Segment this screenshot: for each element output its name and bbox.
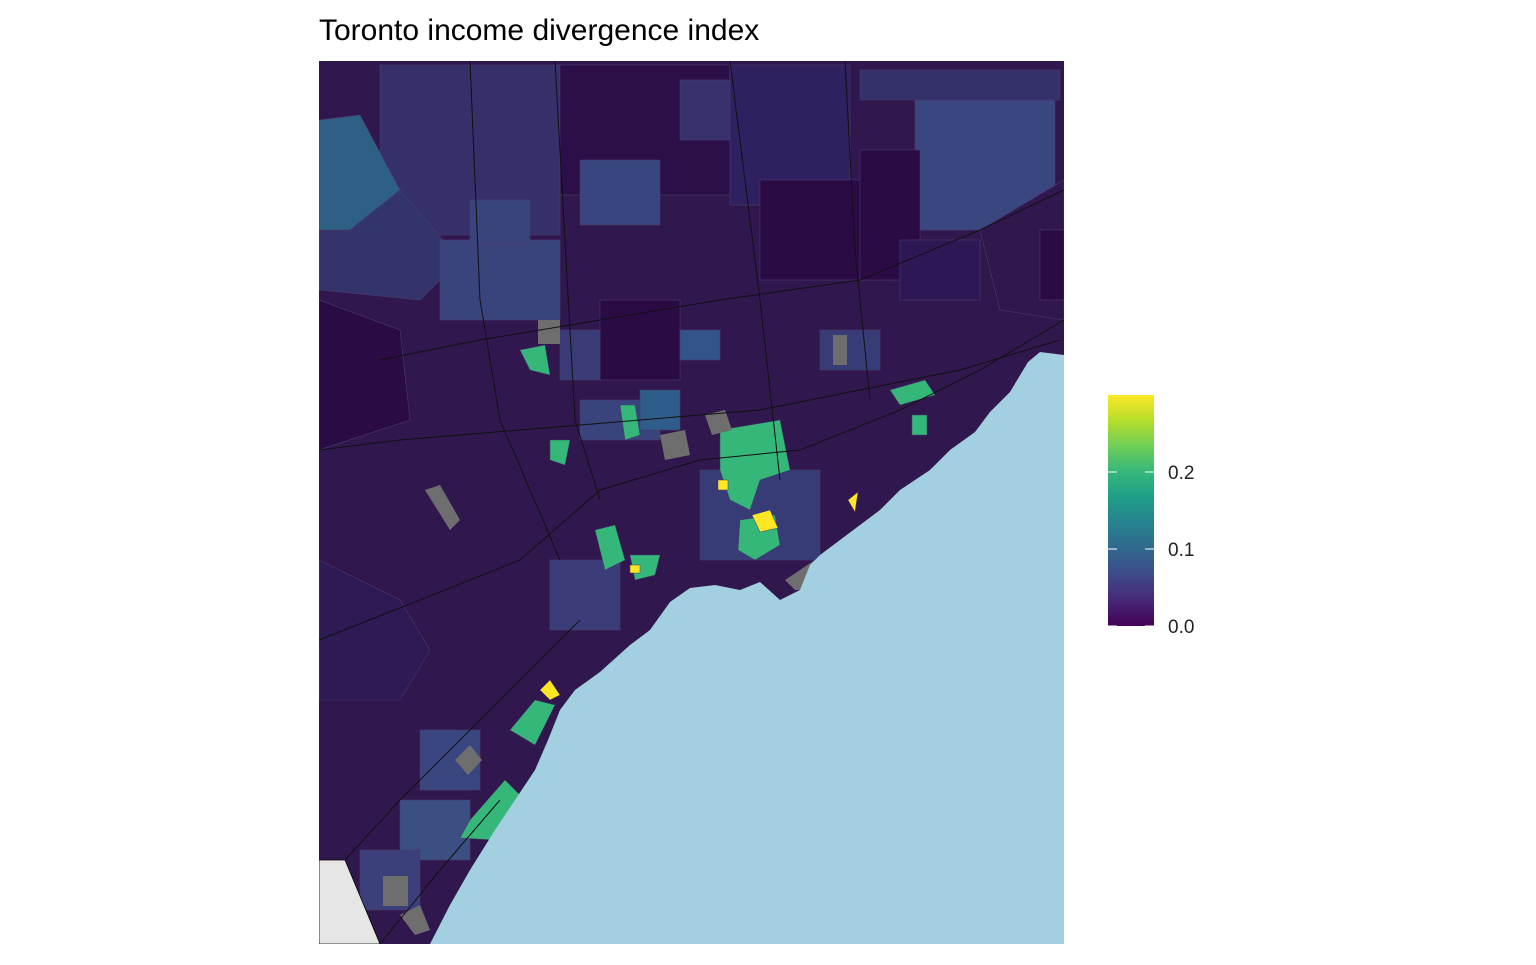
outside-area bbox=[319, 859, 381, 944]
map bbox=[319, 61, 1064, 944]
regions bbox=[319, 64, 1064, 911]
colorbar-tick-label: 0.0 bbox=[1168, 617, 1194, 638]
colorbar: 0.0 0.1 0.2 bbox=[1108, 395, 1194, 638]
colorbar-tick-label: 0.2 bbox=[1168, 463, 1194, 484]
colorbar-tick-label: 0.1 bbox=[1168, 540, 1194, 561]
roads bbox=[319, 61, 1064, 944]
colorbar-gradient bbox=[1108, 395, 1154, 626]
chart-title: Toronto income divergence index bbox=[319, 14, 759, 47]
lake bbox=[430, 352, 1064, 944]
high-regions bbox=[459, 344, 936, 841]
